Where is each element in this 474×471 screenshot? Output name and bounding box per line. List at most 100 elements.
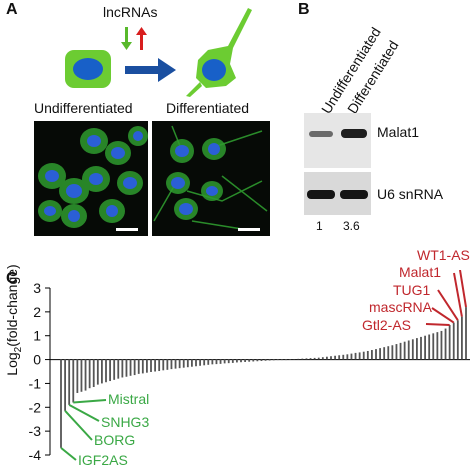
scale-bar: [238, 228, 260, 231]
lncrnas-label: lncRNAs: [103, 4, 158, 20]
bar: [416, 338, 418, 360]
bar: [158, 359, 161, 372]
undifferentiated-label: Undifferentiated: [34, 100, 133, 116]
bar: [391, 345, 394, 360]
y-tick-label: -1: [29, 375, 42, 391]
undifferentiated-nucleus-icon: [73, 58, 103, 80]
bar: [150, 359, 152, 372]
bar: [297, 358, 300, 360]
bar: [330, 356, 332, 360]
differentiation-schematic: [65, 8, 252, 97]
bar: [383, 347, 386, 360]
bar: [146, 359, 148, 373]
up-gene-leader: [425, 323, 450, 326]
bar: [395, 344, 398, 360]
micrograph-differentiated: [152, 121, 270, 236]
bar: [227, 359, 230, 364]
bar: [121, 359, 124, 378]
bar: [223, 359, 226, 364]
malat1-blot-label: Malat1: [377, 124, 420, 140]
bar: [350, 353, 353, 360]
bar: [88, 359, 91, 389]
bar: [256, 359, 259, 362]
gene-label-igf2as: IGF2AS: [78, 452, 128, 468]
micrograph-undifferentiated: [34, 121, 148, 236]
y-tick-label: 0: [33, 352, 41, 368]
bar: [105, 359, 107, 383]
bar: [154, 359, 156, 372]
bar: [424, 335, 426, 360]
bar: [301, 358, 304, 360]
bar: [178, 359, 181, 369]
y-tick-label: 1: [33, 328, 41, 344]
gene-label-snhg3: SNHG3: [101, 414, 150, 430]
gene-label-malat1: Malat1: [399, 264, 442, 280]
bar: [72, 359, 75, 403]
differentiation-arrow-icon: [125, 58, 176, 82]
bar: [92, 359, 95, 388]
bar: [141, 359, 144, 374]
bar: [444, 328, 447, 360]
up-gene-leader: [431, 307, 455, 324]
fold-change-chart: 3 2 1 0 -1 -2 -3 -4: [29, 270, 470, 463]
bar: [252, 359, 255, 362]
bar: [125, 359, 128, 377]
bar: [407, 340, 410, 360]
bar: [342, 354, 345, 360]
down-gene-leader: [60, 447, 77, 461]
bar: [366, 350, 369, 360]
bar: [186, 359, 189, 368]
bar: [231, 359, 234, 363]
bar: [379, 348, 381, 360]
bar: [195, 359, 197, 367]
bar: [182, 359, 185, 368]
bar: [162, 359, 165, 371]
bar: [215, 359, 218, 365]
bar: [428, 334, 431, 360]
bar: [346, 354, 349, 360]
bar: [326, 356, 328, 360]
gene-label-tug1: TUG1: [393, 282, 431, 298]
gene-label-wt1-as: WT1-AS: [417, 247, 470, 263]
bar: [362, 351, 365, 360]
bar: [76, 359, 79, 393]
panel-b-letter: B: [298, 1, 310, 18]
bar: [317, 357, 320, 360]
bar: [399, 342, 402, 360]
bar: [334, 355, 336, 360]
micrograph-diff-image: [153, 125, 268, 231]
quant-value-1: 1: [316, 219, 323, 233]
bar: [248, 359, 251, 362]
panel-a-letter: A: [6, 1, 18, 18]
bar: [207, 359, 210, 365]
up-gene-leader: [459, 270, 467, 308]
bar: [358, 352, 361, 360]
bar: [432, 333, 435, 360]
bar: [203, 359, 206, 366]
bar: [313, 357, 316, 360]
micrograph-undiff-image: [38, 126, 148, 231]
bar: [80, 359, 83, 392]
up-gene-leader: [437, 289, 459, 321]
scale-bar: [116, 228, 138, 231]
down-arrow-icon: [121, 27, 132, 50]
bar: [117, 359, 120, 379]
down-gene-leader: [68, 404, 100, 422]
bar: [436, 332, 439, 360]
bar: [137, 359, 140, 374]
bar: [240, 359, 242, 363]
down-gene-leader: [64, 410, 93, 441]
bar: [133, 359, 136, 376]
u6-blot-label: U6 snRNA: [377, 186, 444, 202]
bar: [375, 349, 377, 360]
bar: [109, 359, 111, 382]
bar: [113, 359, 116, 380]
differentiated-nucleus-icon: [202, 59, 226, 81]
bar: [281, 359, 283, 361]
bar: [285, 359, 287, 361]
blot-u6: [304, 172, 371, 215]
quant-value-2: 3.6: [343, 219, 360, 233]
blot-malat1: [304, 113, 371, 168]
y-tick-label: 2: [33, 304, 41, 320]
bar: [354, 352, 357, 360]
